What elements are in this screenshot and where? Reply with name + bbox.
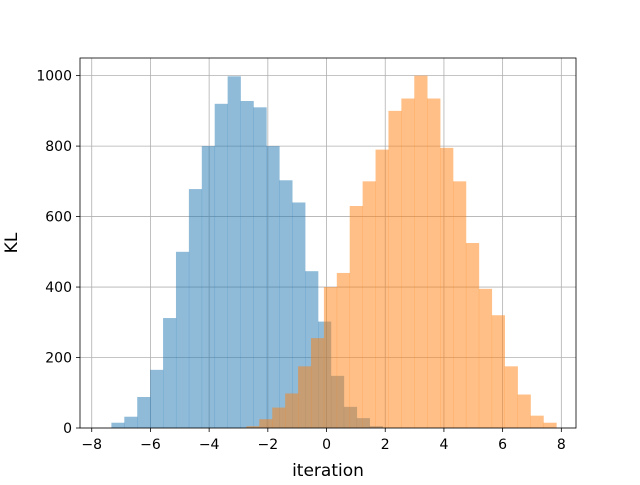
histogram-bar-series-2 [543,422,557,428]
histogram-bar-series-1 [188,189,203,428]
histogram-bar-series-1 [266,146,280,428]
histogram-bars [111,75,557,429]
histogram-bar-series-2 [323,287,338,428]
histogram-bar-series-2 [272,407,286,428]
histogram-bar-series-1 [227,76,241,429]
histogram-bar-series-2 [440,147,454,428]
histogram-bar-series-1 [214,103,228,429]
histogram-bar-series-2 [414,75,428,428]
histogram-bar-series-1 [163,318,177,428]
histogram-bar-series-1 [137,396,151,428]
histogram-bar-series-1 [253,107,267,428]
axis-ticks: −8 −6 −4 −2 0 2 4 6 8 0 200 400 600 800 1000 [36,69,565,453]
histogram-bar-series-1 [175,251,190,428]
histogram-bar-series-2 [246,426,260,428]
x-tick-label: −2 [258,437,279,453]
y-tick-label: 400 [45,280,72,296]
histogram-bar-series-2 [465,243,480,428]
histogram-bar-series-2 [285,393,299,428]
histogram-bar-series-1 [124,416,138,428]
x-tick-label: −6 [140,437,161,453]
histogram-bar-series-2 [336,272,351,428]
histogram-bar-series-2 [427,98,441,429]
histogram-bar-series-2 [491,315,505,428]
histogram-bar-series-1 [279,180,293,428]
histogram-bar-series-2 [504,366,518,428]
y-tick-label: 200 [45,351,72,367]
histogram-bar-series-2 [362,181,376,428]
histogram-bar-series-2 [259,419,273,428]
histogram-bar-series-2 [530,415,544,428]
x-axis-label: iteration [292,461,364,480]
histogram-bar-series-2 [349,206,363,428]
histogram-bar-series-1 [240,100,254,428]
x-tick-label: 0 [322,437,331,453]
x-tick-label: 8 [557,437,566,453]
x-tick-label: 6 [498,437,507,453]
x-tick-label: 4 [439,437,448,453]
x-tick-label: −8 [81,437,102,453]
y-tick-label: 0 [63,421,72,437]
histogram-bar-series-2 [401,98,415,429]
histogram-bar-series-2 [478,288,493,428]
histogram-bar-series-2 [310,338,325,428]
histogram-bar-series-2 [517,394,531,428]
x-tick-label: 2 [381,437,390,453]
histogram-bar-series-1 [201,146,216,428]
histogram-bar-series-2 [453,181,467,428]
x-tick-label: −4 [199,437,220,453]
histogram-bar-series-2 [388,110,402,428]
y-tick-label: 600 [45,210,72,226]
histogram-bar-series-1 [111,422,125,428]
histogram-bar-series-2 [375,149,389,428]
y-tick-label: 1000 [36,69,72,85]
y-tick-label: 800 [45,139,72,155]
y-axis-label: KL [2,232,22,253]
histogram-bar-series-2 [298,366,312,428]
plot-frame [79,57,577,429]
histogram-bar-series-1 [150,369,164,428]
